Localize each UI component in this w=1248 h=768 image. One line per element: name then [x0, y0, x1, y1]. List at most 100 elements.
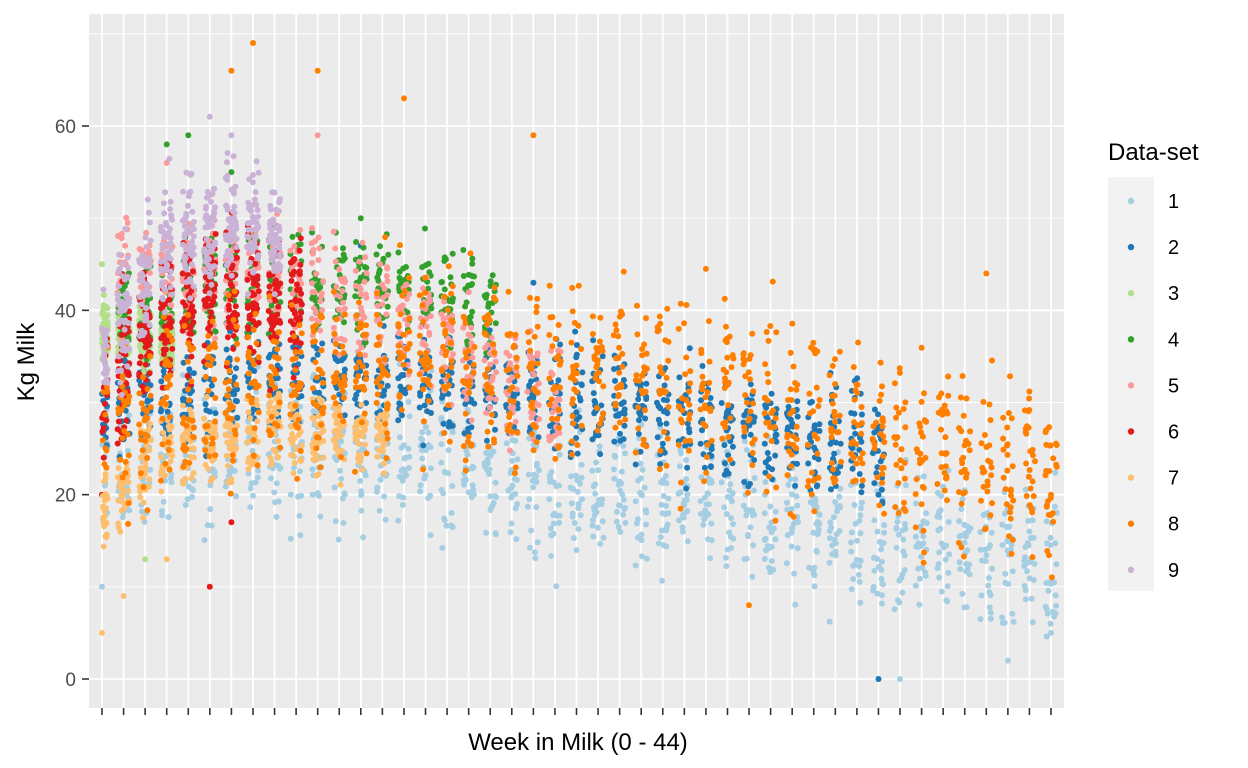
data-point [683, 497, 690, 504]
data-point [147, 270, 153, 276]
data-point [396, 473, 403, 480]
data-point [182, 458, 189, 465]
data-point [311, 289, 318, 296]
data-point [870, 587, 877, 594]
data-point [574, 442, 581, 448]
data-point [679, 524, 686, 531]
data-point [234, 340, 241, 347]
data-point [379, 392, 386, 399]
data-point [811, 424, 818, 431]
data-point [400, 331, 407, 338]
data-point [875, 676, 882, 682]
data-point [206, 453, 213, 460]
data-point [352, 282, 359, 289]
data-point [938, 588, 945, 595]
data-point [404, 345, 411, 352]
data-point [589, 436, 596, 443]
data-point [978, 592, 985, 599]
data-point [920, 473, 927, 480]
data-point [317, 327, 324, 334]
data-point [158, 378, 165, 385]
data-point [1025, 517, 1032, 524]
data-point [357, 215, 364, 222]
data-point [147, 353, 153, 360]
data-point [103, 447, 110, 454]
data-point [488, 419, 494, 426]
data-point [486, 317, 493, 324]
data-point [593, 371, 600, 378]
data-point [312, 359, 319, 366]
data-point [676, 374, 683, 381]
data-point [836, 503, 843, 509]
data-point [552, 335, 559, 342]
data-point [147, 404, 154, 411]
data-point [141, 417, 148, 424]
data-point [621, 410, 628, 417]
data-point [594, 427, 601, 434]
data-point [289, 382, 296, 389]
data-point [187, 325, 194, 331]
data-point [335, 536, 342, 543]
data-point [294, 281, 300, 288]
data-point [794, 398, 801, 405]
data-point [512, 464, 519, 471]
data-point [912, 582, 919, 589]
data-point [114, 474, 121, 481]
data-point [212, 231, 219, 237]
data-point [622, 505, 629, 511]
data-point [234, 398, 240, 405]
data-point [547, 525, 554, 532]
data-point [833, 439, 839, 446]
data-point [616, 344, 623, 351]
data-point [945, 519, 952, 525]
data-point [488, 385, 495, 391]
data-point [253, 389, 260, 395]
data-point [202, 438, 209, 445]
data-point [526, 496, 533, 503]
data-point [1045, 587, 1052, 594]
data-point [548, 396, 555, 403]
data-point [274, 362, 281, 369]
data-point [1047, 534, 1054, 541]
data-point [114, 440, 121, 447]
data-point [553, 583, 560, 590]
data-point [599, 518, 606, 525]
data-point [683, 476, 690, 483]
data-point [360, 534, 367, 541]
data-point [277, 299, 284, 306]
data-point [231, 374, 238, 381]
data-point [309, 295, 316, 302]
data-point [396, 392, 403, 399]
data-point [377, 383, 384, 390]
data-point [531, 387, 538, 394]
data-point [665, 495, 672, 502]
data-point [773, 438, 780, 445]
data-point [664, 435, 671, 442]
data-point [255, 467, 262, 474]
data-point [598, 415, 605, 422]
data-point [595, 524, 601, 531]
data-point [353, 239, 359, 245]
data-point [449, 483, 456, 489]
data-point [316, 395, 323, 402]
data-point [166, 466, 173, 473]
data-point [488, 390, 495, 397]
data-point [100, 454, 107, 461]
data-point [590, 390, 597, 397]
data-point [489, 501, 496, 508]
data-point [878, 575, 885, 582]
data-point [169, 452, 176, 459]
data-point [643, 315, 649, 322]
data-point [466, 389, 473, 396]
data-point [853, 556, 860, 563]
data-point [535, 380, 542, 387]
data-point [338, 454, 344, 460]
data-point [232, 303, 239, 310]
data-point [340, 245, 346, 252]
data-point [422, 274, 428, 281]
data-point [481, 292, 488, 299]
data-point [957, 566, 964, 572]
data-point [567, 484, 574, 491]
data-point [180, 415, 187, 421]
data-point [186, 406, 193, 413]
